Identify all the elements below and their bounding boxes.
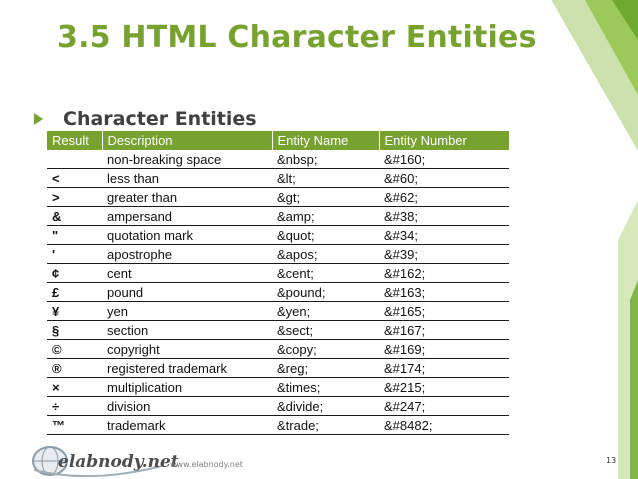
footer-url: www.elabnody.net [170, 460, 243, 469]
cell-entity-name: &divide; [272, 396, 379, 416]
cell-entity-number: &#174; [379, 358, 509, 378]
cell-result: © [47, 339, 102, 359]
cell-description: section [102, 320, 272, 340]
cell-entity-number: &#60; [379, 168, 509, 188]
cell-entity-name: &gt; [272, 187, 379, 207]
entities-table: Result Description Entity Name Entity Nu… [47, 131, 510, 435]
table-row: non-breaking space &nbsp; &#160; [47, 150, 509, 169]
bullet-text: Character Entities [63, 108, 257, 130]
cell-description: quotation mark [102, 225, 272, 245]
cell-description: division [102, 396, 272, 416]
corner-line [551, 0, 638, 151]
cell-description: non-breaking space [102, 150, 272, 169]
cell-entity-name: &reg; [272, 358, 379, 378]
cell-entity-number: &#163; [379, 282, 509, 302]
table-row: ÷ division &divide; &#247; [47, 396, 509, 416]
cell-entity-number: &#165; [379, 301, 509, 321]
elabnody-logo [32, 446, 163, 478]
header-entity-number: Entity Number [379, 131, 510, 150]
cell-entity-name: &times; [272, 377, 379, 397]
cell-entity-number: &#38; [379, 206, 509, 226]
cell-description: apostrophe [102, 244, 272, 264]
cell-result: ÷ [47, 396, 102, 416]
cell-entity-number: &#160; [379, 150, 509, 169]
table-row: ™ trademark &trade; &#8482; [47, 415, 509, 435]
cell-result: £ [47, 282, 102, 302]
cell-entity-name: &yen; [272, 301, 379, 321]
cell-entity-number: &#39; [379, 244, 509, 264]
corner-facet-dark [612, 0, 638, 40]
cell-entity-name: &sect; [272, 320, 379, 340]
cell-result [47, 150, 102, 169]
header-entity-name: Entity Name [272, 131, 380, 150]
cell-entity-name: &pound; [272, 282, 379, 302]
cell-result: > [47, 187, 102, 207]
cell-result: ™ [47, 415, 102, 435]
table-row: § section &sect; &#167; [47, 320, 509, 340]
cell-description: less than [102, 168, 272, 188]
cell-entity-name: &quot; [272, 225, 379, 245]
cell-description: copyright [102, 339, 272, 359]
right-edge-strip [630, 280, 638, 479]
cell-entity-name: &copy; [272, 339, 379, 359]
cell-entity-number: &#162; [379, 263, 509, 283]
cell-entity-name: &lt; [272, 168, 379, 188]
cell-result: ' [47, 244, 102, 264]
table-row: ¥ yen &yen; &#165; [47, 301, 509, 321]
logo-text: elabnody.net [58, 452, 179, 472]
triangle-bullet-icon [34, 113, 43, 125]
cell-entity-number: &#247; [379, 396, 509, 416]
cell-entity-name: &nbsp; [272, 150, 379, 169]
table-header-row: Result Description Entity Name Entity Nu… [47, 131, 510, 150]
header-result: Result [47, 131, 103, 150]
cell-description: pound [102, 282, 272, 302]
cell-description: greater than [102, 187, 272, 207]
slide-title: 3.5 HTML Character Entities [57, 20, 537, 55]
cell-result: § [47, 320, 102, 340]
table-row: £ pound &pound; &#163; [47, 282, 509, 302]
cell-description: multiplication [102, 377, 272, 397]
cell-entity-number: &#167; [379, 320, 509, 340]
cell-entity-number: &#169; [379, 339, 509, 359]
cell-entity-number: &#34; [379, 225, 509, 245]
table-row: " quotation mark &quot; &#34; [47, 225, 509, 245]
cell-description: trademark [102, 415, 272, 435]
corner-facet-mid [585, 0, 638, 95]
cell-result: ® [47, 358, 102, 378]
cell-result: ¢ [47, 263, 102, 283]
cell-entity-name: &apos; [272, 244, 379, 264]
header-description: Description [102, 131, 273, 150]
logo-swoosh [33, 465, 163, 478]
page-number: 13 [606, 456, 617, 465]
cell-description: yen [102, 301, 272, 321]
cell-entity-name: &amp; [272, 206, 379, 226]
cell-description: ampersand [102, 206, 272, 226]
cell-description: cent [102, 263, 272, 283]
table-row: > greater than &gt; &#62; [47, 187, 509, 207]
cell-entity-number: &#8482; [379, 415, 509, 435]
table-row: © copyright &copy; &#169; [47, 339, 509, 359]
table-row: < less than &lt; &#60; [47, 168, 509, 188]
cell-result: " [47, 225, 102, 245]
table-row: ' apostrophe &apos; &#39; [47, 244, 509, 264]
cell-result: & [47, 206, 102, 226]
table-row: ® registered trademark &reg; &#174; [47, 358, 509, 378]
table-row: & ampersand &amp; &#38; [47, 206, 509, 226]
cell-result: < [47, 168, 102, 188]
cell-description: registered trademark [102, 358, 272, 378]
cell-entity-name: &cent; [272, 263, 379, 283]
cell-entity-number: &#62; [379, 187, 509, 207]
bullet-item: Character Entities [34, 107, 257, 131]
table-row: × multiplication &times; &#215; [47, 377, 509, 397]
cell-result: ¥ [47, 301, 102, 321]
cell-result: × [47, 377, 102, 397]
table-row: ¢ cent &cent; &#162; [47, 263, 509, 283]
cell-entity-number: &#215; [379, 377, 509, 397]
cell-entity-name: &trade; [272, 415, 379, 435]
